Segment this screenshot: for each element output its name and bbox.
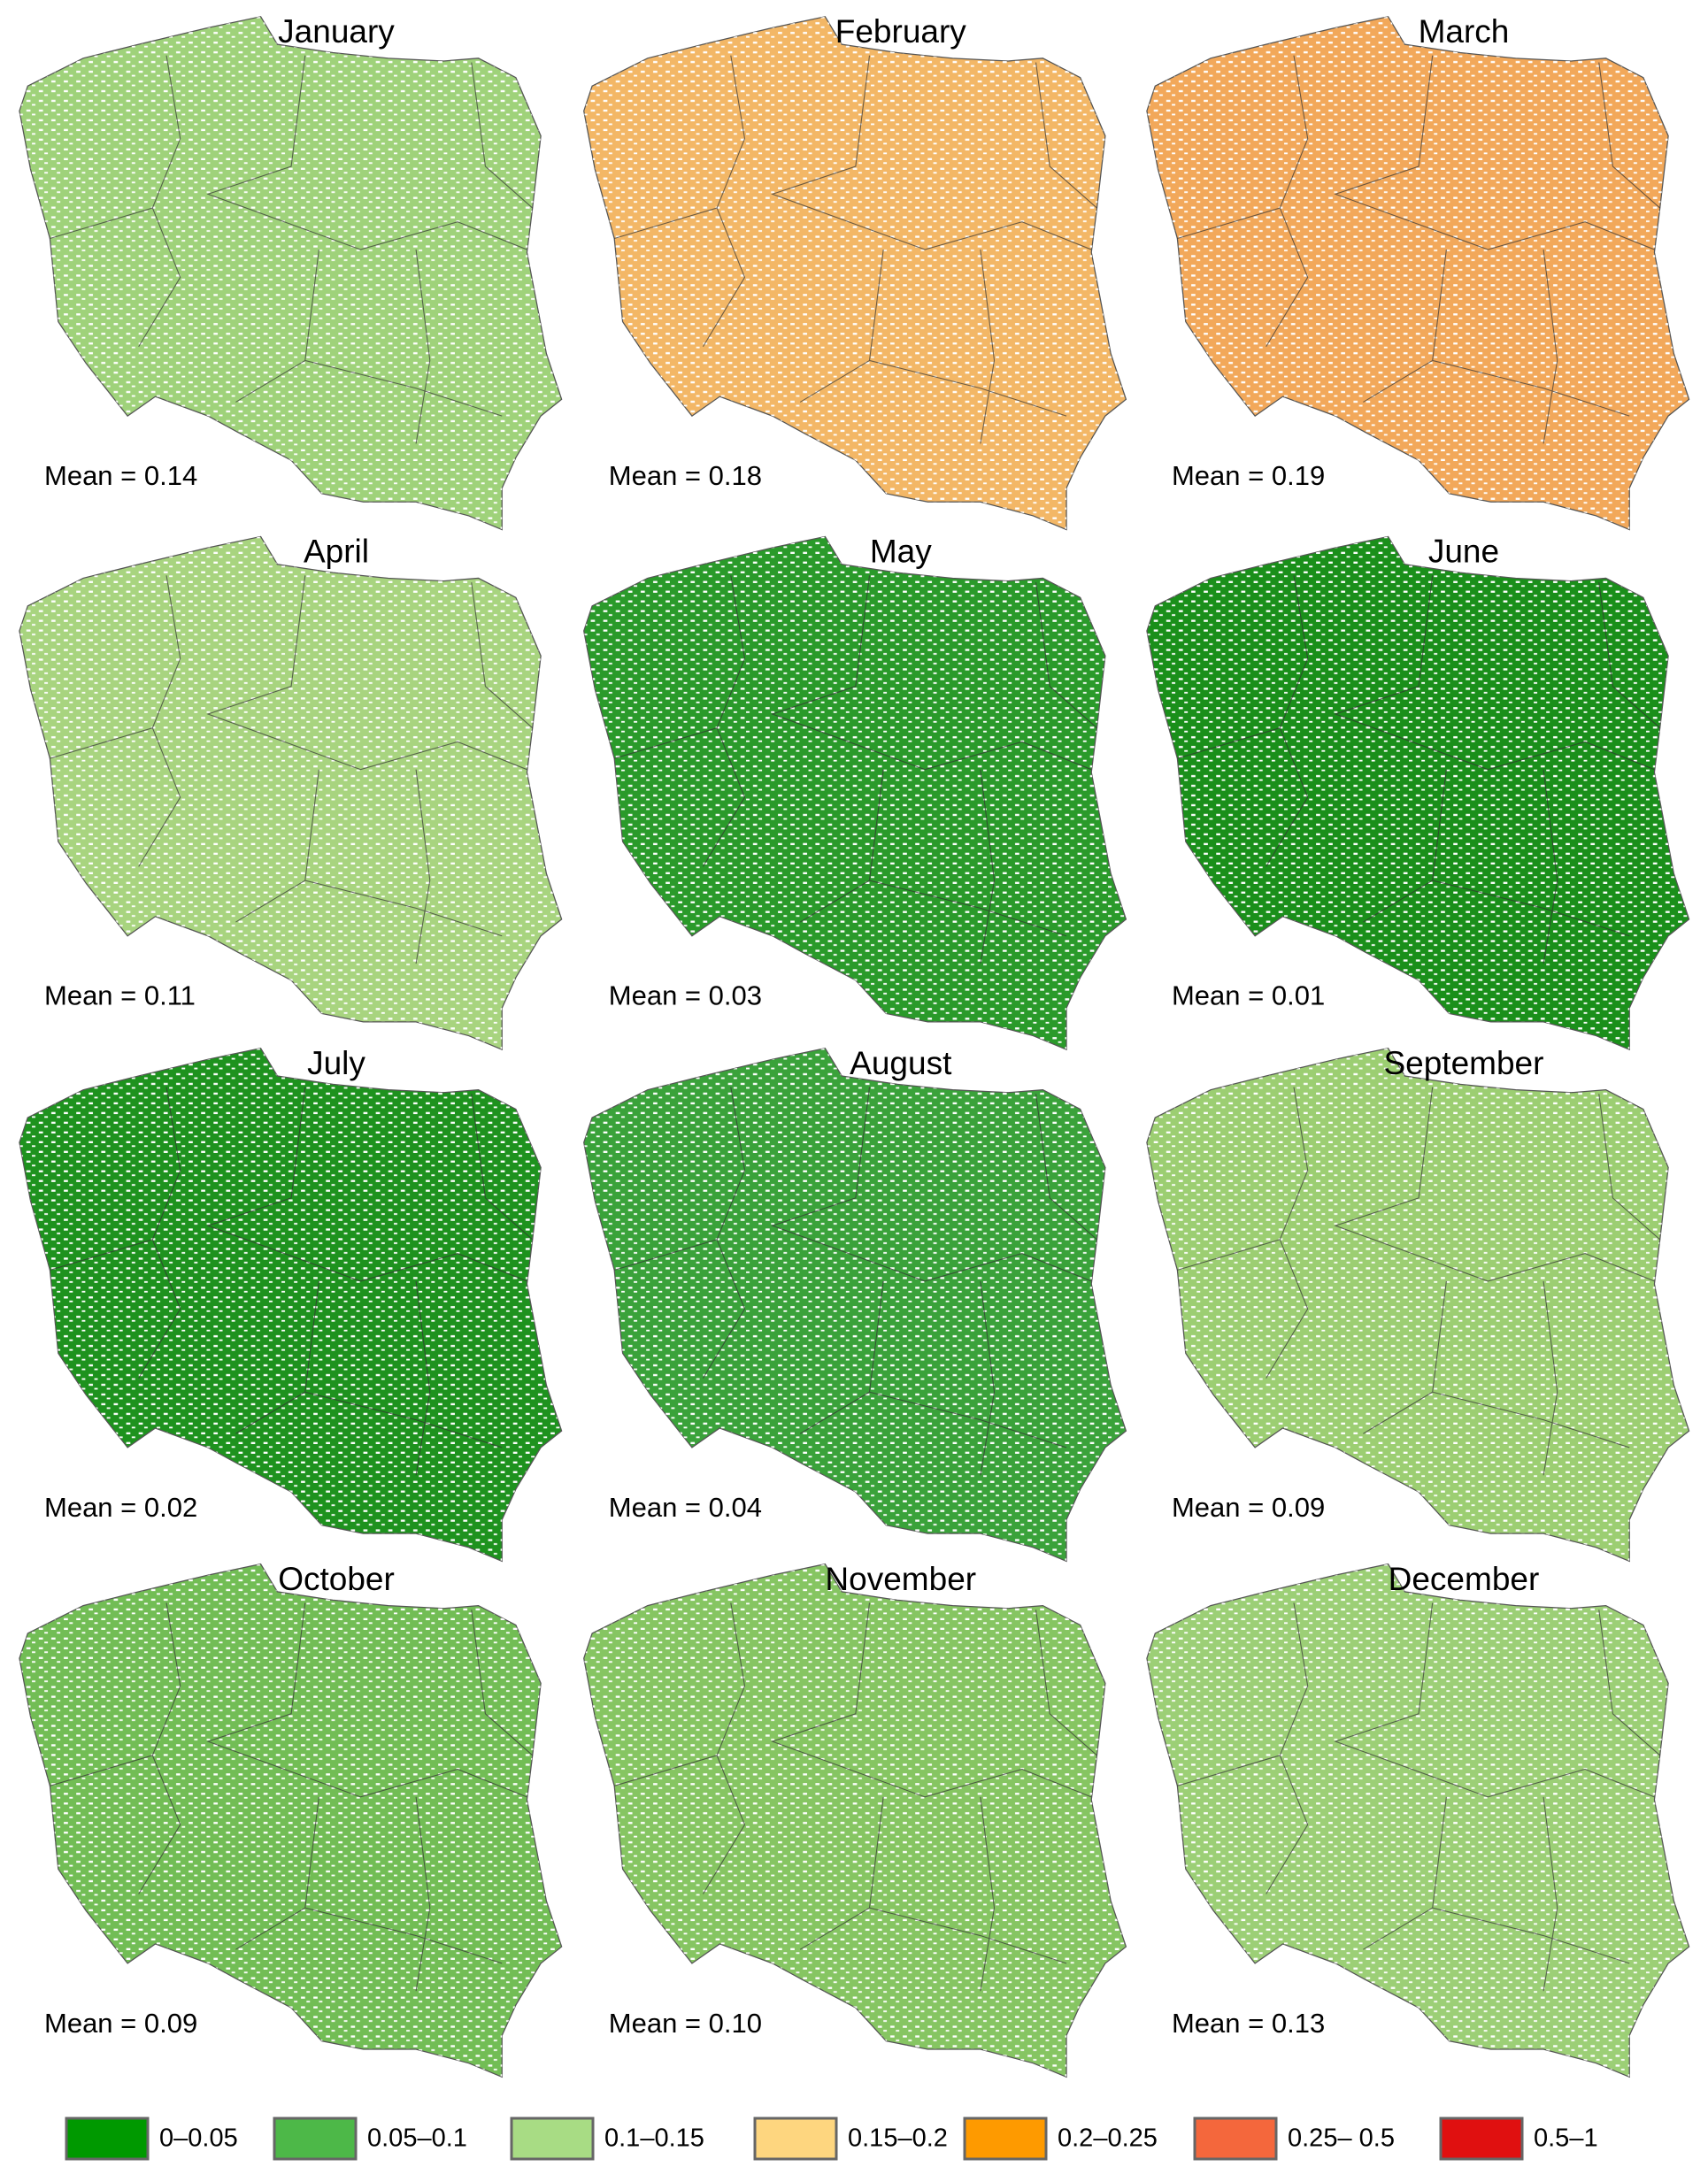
legend-label: 0.15–0.2 — [848, 2124, 948, 2153]
mean-label: Mean = 0.11 — [44, 980, 196, 1011]
map — [582, 535, 1127, 1051]
map-panel: September Mean = 0.09 — [1146, 1045, 1690, 1563]
mean-label: Mean = 0.09 — [1172, 1492, 1325, 1523]
legend-swatch — [1193, 2117, 1278, 2161]
map-texture — [19, 536, 562, 1050]
map-title: November — [825, 1561, 976, 1597]
legend-swatch — [753, 2117, 838, 2161]
map-title: June — [1428, 534, 1499, 570]
map-panel: January Mean = 0.14 — [19, 13, 563, 531]
map-panel: March Mean = 0.19 — [1146, 13, 1690, 531]
map — [1146, 1047, 1690, 1563]
map — [582, 16, 1127, 531]
map-panel: August Mean = 0.04 — [582, 1045, 1127, 1563]
map-panel: May Mean = 0.03 — [582, 534, 1127, 1051]
map-panels: January Mean = 0.14 February Mean = 0.18 Mar… — [19, 13, 1690, 2078]
map-title: May — [870, 534, 932, 570]
legend-swatch — [65, 2117, 150, 2161]
mean-label: Mean = 0.09 — [44, 2008, 197, 2039]
map-texture — [583, 16, 1127, 530]
map-texture — [19, 16, 562, 530]
map-texture — [19, 1048, 562, 1562]
map-panel: July Mean = 0.02 — [19, 1045, 563, 1563]
map-texture — [1146, 536, 1689, 1050]
map — [1146, 16, 1690, 531]
mean-label: Mean = 0.14 — [44, 460, 197, 491]
mean-label: Mean = 0.10 — [609, 2008, 762, 2039]
map — [582, 1563, 1127, 2078]
map-panel: February Mean = 0.18 — [582, 13, 1127, 531]
map — [19, 535, 563, 1051]
legend: 0–0.05 0.05–0.1 0.1–0.15 0.15–0.2 0.2–0.25 0.… — [65, 2117, 1598, 2161]
mean-label: Mean = 0.01 — [1172, 980, 1325, 1011]
legend-label: 0.1–0.15 — [604, 2124, 704, 2153]
map — [19, 16, 563, 531]
legend-label: 0.05–0.1 — [367, 2124, 467, 2153]
map — [19, 1047, 563, 1563]
map-title: March — [1419, 13, 1510, 50]
mean-label: Mean = 0.04 — [609, 1492, 762, 1523]
legend-swatch — [1439, 2117, 1524, 2161]
map-panel: November Mean = 0.10 — [582, 1561, 1127, 2078]
map-texture — [1146, 1564, 1689, 2078]
map-texture — [19, 1564, 562, 2078]
map-title: April — [304, 534, 369, 570]
legend-swatch — [510, 2117, 595, 2161]
mean-label: Mean = 0.19 — [1172, 460, 1325, 491]
mean-label: Mean = 0.03 — [609, 980, 762, 1011]
map-panel: October Mean = 0.09 — [19, 1561, 563, 2078]
legend-swatch — [273, 2117, 358, 2161]
map-panel: December Mean = 0.13 — [1146, 1561, 1690, 2078]
map-texture — [583, 1048, 1127, 1562]
map-title: July — [307, 1045, 365, 1081]
map-texture — [1146, 1048, 1689, 1562]
map — [1146, 1563, 1690, 2078]
mean-label: Mean = 0.13 — [1172, 2008, 1325, 2039]
map-texture — [583, 536, 1127, 1050]
map-texture — [583, 1564, 1127, 2078]
legend-label: 0.2–0.25 — [1058, 2124, 1158, 2153]
mean-label: Mean = 0.18 — [609, 460, 762, 491]
map-title: October — [278, 1561, 395, 1597]
map-title: December — [1389, 1561, 1540, 1597]
map — [582, 1047, 1127, 1563]
legend-label: 0–0.05 — [159, 2124, 238, 2153]
map — [19, 1563, 563, 2078]
map-panel: April Mean = 0.11 — [19, 534, 563, 1051]
map — [1146, 535, 1690, 1051]
legend-label: 0.25– 0.5 — [1288, 2124, 1395, 2153]
map-title: August — [850, 1045, 952, 1081]
mean-label: Mean = 0.02 — [44, 1492, 197, 1523]
legend-label: 0.5–1 — [1534, 2124, 1598, 2153]
legend-swatch — [963, 2117, 1048, 2161]
map-panel: June Mean = 0.01 — [1146, 534, 1690, 1051]
map-title: January — [278, 13, 395, 50]
map-title: February — [835, 13, 967, 50]
map-texture — [1146, 16, 1689, 530]
map-title: September — [1383, 1045, 1543, 1081]
